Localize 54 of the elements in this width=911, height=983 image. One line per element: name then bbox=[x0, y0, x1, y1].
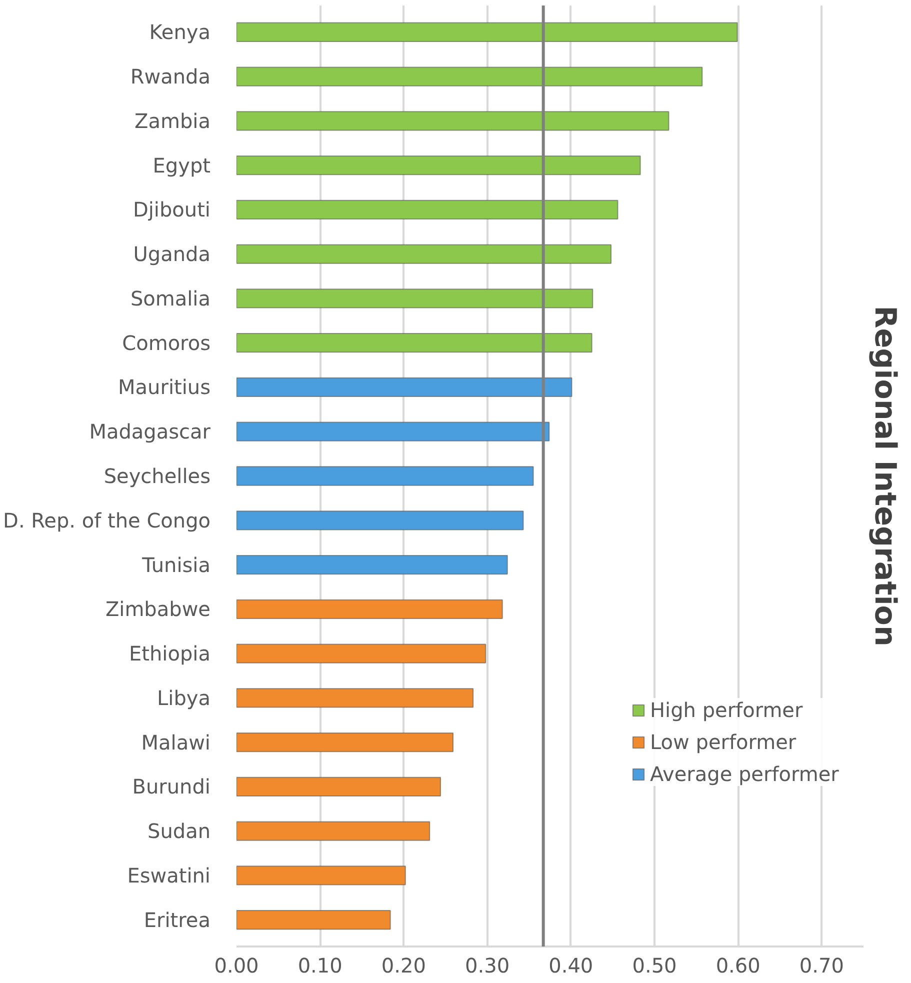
y-tick-label: Egypt bbox=[152, 153, 211, 178]
bar bbox=[236, 422, 550, 442]
x-tick-label: 0.10 bbox=[298, 954, 342, 978]
bar bbox=[236, 155, 641, 176]
y-tick-label: Somalia bbox=[130, 286, 211, 310]
y-tick-label: Seychelles bbox=[104, 464, 211, 488]
legend-label: High performer bbox=[650, 698, 803, 722]
bar bbox=[236, 244, 612, 264]
y-tick-label: Madagascar bbox=[89, 420, 212, 444]
y-tick-label: Mauritius bbox=[118, 375, 211, 400]
bar bbox=[236, 377, 572, 398]
y-tick-label: Sudan bbox=[148, 819, 210, 844]
bar bbox=[236, 111, 670, 131]
legend-label: Low performer bbox=[650, 730, 796, 754]
x-tick-label: 0.50 bbox=[632, 954, 677, 978]
y-tick-label: Rwanda bbox=[130, 64, 211, 89]
y-tick-label: Burundi bbox=[132, 774, 211, 799]
y-tick-label: Eswatini bbox=[127, 863, 211, 888]
bar bbox=[236, 644, 486, 664]
y-tick-label: Malawi bbox=[141, 730, 211, 754]
x-tick-label: 0.20 bbox=[381, 954, 426, 978]
y-tick-label: Ethiopia bbox=[129, 642, 211, 666]
x-tick-label: 0.60 bbox=[716, 954, 760, 978]
bar bbox=[236, 688, 474, 708]
y-tick-label: Eritrea bbox=[144, 908, 211, 932]
y-tick-label: Libya bbox=[157, 686, 211, 710]
y-tick-label: Comoros bbox=[122, 330, 210, 355]
bar bbox=[236, 288, 594, 308]
bar bbox=[236, 910, 391, 930]
bar bbox=[236, 821, 430, 841]
x-tick-label: 0.40 bbox=[548, 954, 594, 978]
y-tick-label: Zimbabwe bbox=[105, 597, 211, 622]
x-tick-label: 0.30 bbox=[465, 954, 510, 978]
bar bbox=[236, 333, 592, 353]
x-tick-label: 0.00 bbox=[214, 954, 259, 978]
bar bbox=[236, 466, 534, 486]
bar bbox=[236, 732, 454, 752]
bar bbox=[236, 200, 618, 220]
legend-label: Average performer bbox=[650, 762, 839, 786]
y-axis-title: Regional Integration bbox=[868, 306, 902, 646]
y-tick-label: Djibouti bbox=[132, 198, 211, 222]
bar bbox=[236, 510, 524, 530]
y-tick-label: Zambia bbox=[134, 108, 211, 133]
bar bbox=[236, 599, 503, 619]
y-tick-label: Tunisia bbox=[141, 552, 211, 577]
y-tick-label: Kenya bbox=[149, 20, 211, 44]
y-tick-label: D. Rep. of the Congo bbox=[3, 508, 210, 532]
bar bbox=[236, 776, 441, 797]
bar bbox=[236, 554, 508, 575]
bar bbox=[236, 22, 738, 42]
x-tick-label: 0.70 bbox=[799, 954, 844, 978]
bar bbox=[236, 866, 406, 886]
bar bbox=[236, 66, 703, 86]
y-tick-label: Uganda bbox=[133, 242, 210, 266]
